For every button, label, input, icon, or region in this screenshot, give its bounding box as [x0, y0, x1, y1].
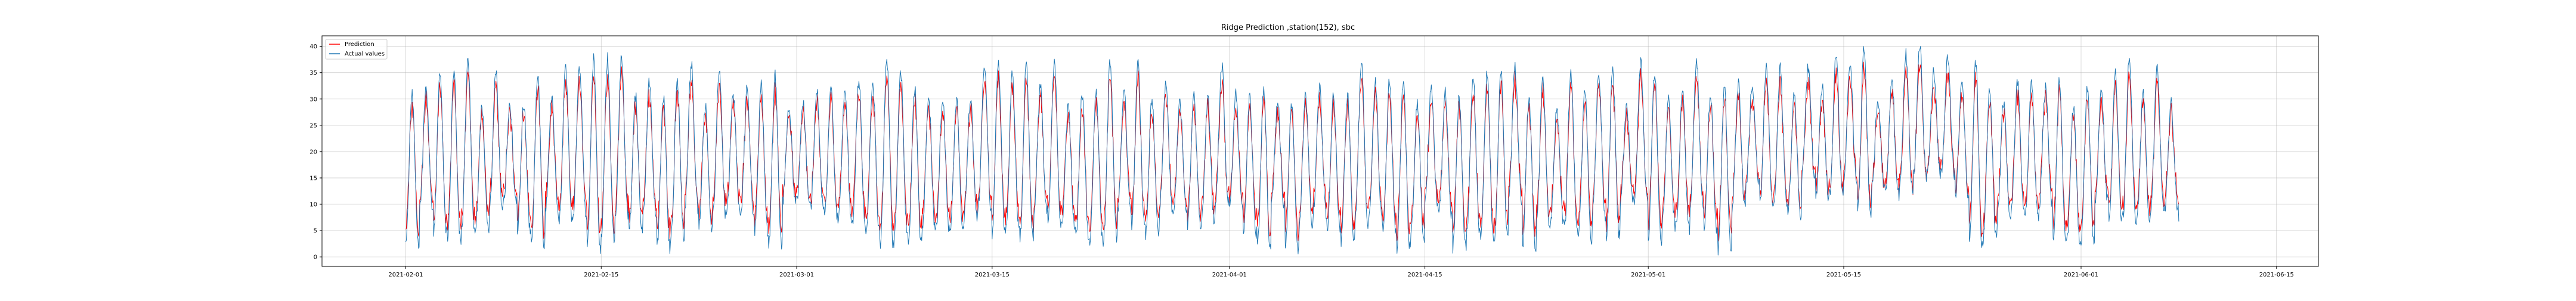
chart-title: Ridge Prediction ,station(152), sbc: [1221, 23, 1355, 32]
legend: Prediction Actual values: [325, 39, 388, 60]
x-tick-label: 2021-03-15: [975, 272, 1010, 278]
x-tick-label: 2021-02-01: [388, 272, 423, 278]
series-line-prediction: [405, 62, 2179, 242]
x-tick-label: 2021-06-15: [2259, 272, 2294, 278]
x-tick-label: 2021-06-01: [2064, 272, 2098, 278]
plot-area-frame: [321, 35, 2319, 267]
x-tick-label: 2021-05-01: [1631, 272, 1665, 278]
x-tick-label: 2021-02-15: [584, 272, 618, 278]
y-tick-label: 0: [314, 254, 317, 261]
series-line-actual-values: [405, 46, 2179, 256]
x-tick-label: 2021-04-15: [1408, 272, 1442, 278]
y-tick-label: 30: [309, 96, 317, 103]
series-lines: [405, 46, 2179, 256]
plot-area-background: [322, 36, 2318, 266]
x-tick-label: 2021-03-01: [779, 272, 814, 278]
x-tick-label: 2021-04-01: [1212, 272, 1247, 278]
y-axis: 0 5 10 15 20 25 30 35 40: [309, 44, 322, 261]
y-tick-label: 25: [309, 122, 317, 129]
y-tick-label: 5: [314, 228, 317, 235]
y-tick-label: 40: [309, 44, 317, 50]
y-tick-label: 10: [309, 202, 317, 208]
y-tick-label: 15: [309, 175, 317, 182]
legend-actual-label: Actual values: [345, 51, 385, 57]
x-axis: 2021-02-01 2021-02-15 2021-03-01 2021-03-15…: [388, 266, 2294, 278]
y-tick-label: 35: [309, 70, 317, 76]
legend-box: [325, 39, 388, 60]
y-tick-label: 20: [309, 149, 317, 155]
x-tick-label: 2021-05-15: [1826, 272, 1861, 278]
legend-prediction-label: Prediction: [345, 41, 374, 48]
